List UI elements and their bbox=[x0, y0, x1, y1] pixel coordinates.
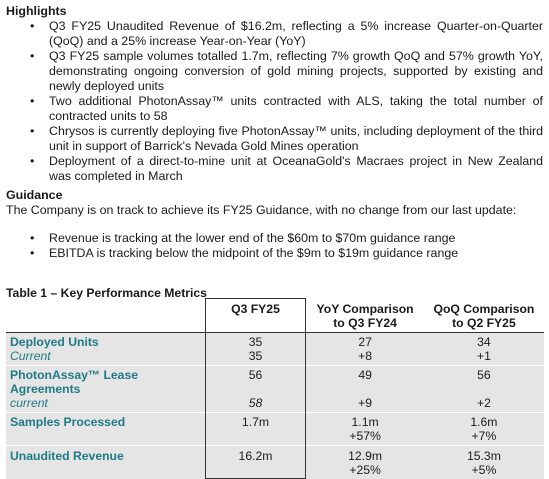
cell-value: 35 bbox=[204, 348, 307, 365]
table-row: Unaudited Revenue 16.2m 12.9m 15.3m bbox=[6, 444, 544, 463]
cell-value: 12.9m bbox=[305, 444, 424, 463]
table-row: PhotonAssay™ Lease Agreements 56 49 56 bbox=[6, 364, 544, 396]
cell-value: 58 bbox=[204, 395, 307, 412]
table-row: Current 35 +8 +1 bbox=[6, 348, 544, 365]
cell-value: 15.3m bbox=[423, 444, 544, 463]
cell-value: 1.6m bbox=[423, 411, 544, 429]
cell-value: 34 bbox=[477, 334, 491, 349]
cell-value: +57% bbox=[349, 428, 381, 443]
row-label-lease: PhotonAssay™ Lease Agreements bbox=[6, 364, 206, 396]
kpi-table: Q3 FY25 YoY Comparison to Q3 FY24 QoQ Co… bbox=[6, 298, 544, 479]
list-item: • Deployment of a direct-to-mine unit at … bbox=[0, 154, 543, 184]
cell-empty bbox=[6, 463, 205, 479]
list-item: • Chrysos is currently deploying five Pho… bbox=[0, 124, 543, 154]
table-row: Samples Processed 1.7m 1.1m 1.6m bbox=[6, 411, 544, 429]
table-header-row: Q3 FY25 YoY Comparison to Q3 FY24 QoQ Co… bbox=[6, 298, 544, 333]
header-q3: Q3 FY25 bbox=[204, 298, 307, 333]
cell-value: +9 bbox=[358, 395, 373, 410]
cell-value: 27 bbox=[358, 334, 372, 349]
row-label-revenue: Unaudited Revenue bbox=[6, 444, 206, 463]
bullet-icon: • bbox=[30, 124, 35, 138]
list-item-text: Revenue is tracking at the lower end of … bbox=[49, 231, 456, 245]
row-label-samples: Samples Processed bbox=[6, 411, 206, 429]
table-row: +57% +7% bbox=[6, 428, 544, 446]
cell-value: +7% bbox=[471, 428, 497, 443]
list-item: • EBITDA is tracking below the midpoint o… bbox=[0, 246, 543, 261]
list-item-text: Two additional PhotonAssay™ units contra… bbox=[49, 94, 543, 123]
row-sublabel-current: Current bbox=[10, 348, 51, 363]
list-item-text: EBITDA is tracking below the midpoint of… bbox=[49, 246, 459, 260]
guidance-heading: Guidance bbox=[6, 188, 63, 202]
row-label-deployed: Deployed Units bbox=[10, 334, 99, 349]
cell-empty bbox=[6, 429, 205, 446]
list-item-text: Q3 FY25 Unaudited Revenue of $16.2m, ref… bbox=[49, 19, 543, 48]
bullet-icon: • bbox=[30, 231, 35, 245]
bullet-icon: • bbox=[30, 154, 35, 168]
table-row: current 58 +9 +2 bbox=[6, 395, 544, 412]
cell-value: 56 bbox=[423, 364, 544, 396]
cell-value: 56 bbox=[204, 364, 307, 396]
cell-empty bbox=[204, 428, 307, 445]
table-row: Deployed Units 35 27 34 bbox=[6, 332, 544, 349]
cell-value: +5% bbox=[471, 462, 497, 477]
guidance-intro: The Company is on track to achieve its F… bbox=[6, 203, 517, 217]
cell-value: +8 bbox=[358, 348, 373, 363]
header-qoq: QoQ Comparison to Q2 FY25 bbox=[423, 298, 544, 333]
cell-value: +25% bbox=[349, 462, 381, 477]
guidance-list: • Revenue is tracking at the lower end of… bbox=[0, 231, 543, 261]
list-item: • Two additional PhotonAssay™ units contr… bbox=[0, 94, 543, 124]
cell-value: 16.2m bbox=[204, 444, 307, 463]
highlights-list: • Q3 FY25 Unaudited Revenue of $16.2m, re… bbox=[0, 19, 543, 184]
header-yoy: YoY Comparison to Q3 FY24 bbox=[305, 298, 424, 333]
cell-value: 1.7m bbox=[204, 411, 307, 429]
cell-value: 35 bbox=[204, 332, 307, 349]
list-item: • Q3 FY25 sample volumes totalled 1.7m, r… bbox=[0, 49, 543, 94]
header-empty bbox=[6, 298, 206, 333]
list-item-text: Deployment of a direct-to-mine unit at O… bbox=[49, 154, 543, 183]
cell-value: +2 bbox=[476, 395, 491, 410]
bullet-icon: • bbox=[30, 49, 35, 63]
bullet-icon: • bbox=[30, 94, 35, 108]
bullet-icon: • bbox=[30, 19, 35, 33]
bullet-icon: • bbox=[30, 246, 35, 260]
highlights-heading: Highlights bbox=[6, 4, 67, 18]
list-item: • Revenue is tracking at the lower end of… bbox=[0, 231, 543, 246]
list-item-text: Q3 FY25 sample volumes totalled 1.7m, re… bbox=[49, 49, 543, 93]
row-sublabel-current: current bbox=[10, 395, 48, 410]
cell-empty bbox=[204, 462, 307, 479]
list-item-text: Chrysos is currently deploying five Phot… bbox=[49, 124, 543, 153]
list-item: • Q3 FY25 Unaudited Revenue of $16.2m, re… bbox=[0, 19, 543, 49]
table-row: +25% +5% bbox=[6, 462, 544, 479]
cell-value: 49 bbox=[305, 364, 424, 396]
cell-value: 1.1m bbox=[305, 411, 424, 429]
table-title: Table 1 – Key Performance Metrics bbox=[6, 286, 207, 300]
cell-value: +1 bbox=[476, 348, 491, 363]
